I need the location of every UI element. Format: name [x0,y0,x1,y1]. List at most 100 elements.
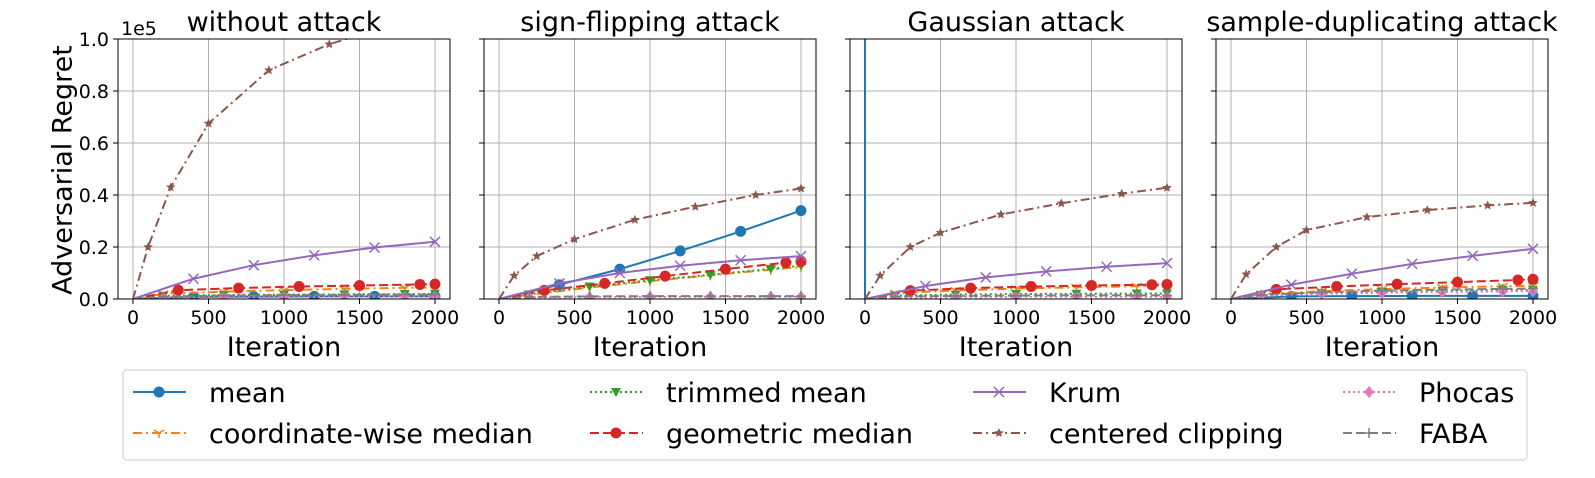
y-tick-label: 1.0 [79,29,109,51]
data-point [553,277,565,289]
data-point [1362,212,1372,222]
x-tick-label: 2000 [411,307,459,329]
x-tick-label: 500 [190,307,226,329]
data-point [980,271,992,283]
data-point [674,245,686,257]
data-point [1346,268,1358,280]
data-point [1467,250,1479,262]
data-point [905,242,916,252]
legend-marker [610,427,622,439]
data-point [279,290,289,299]
x-tick-label: 2000 [1143,307,1191,329]
data-point [172,284,184,296]
legend-item-centered-clipping: centered clipping [973,419,1283,450]
series-line-krum [1230,247,1534,299]
data-point [765,291,776,299]
data-point [659,270,671,282]
data-point [143,242,153,252]
legend-marker [153,429,165,438]
data-point [965,282,977,294]
data-point [429,278,441,290]
series-line-krum [498,255,802,299]
data-point [1527,273,1539,285]
legend-item-faba: FABA [1343,419,1488,450]
data-point [1271,242,1282,252]
legend-item-trimmed-mean: trimmed mean [590,378,867,409]
series-line-centered-clipping [1230,201,1534,299]
x-tick-label: 500 [922,307,958,329]
data-point [369,241,381,254]
data-point [795,255,807,267]
data-point [509,270,519,280]
data-point [324,39,335,49]
data-point [293,281,305,293]
data-point [531,251,542,261]
data-point [735,254,747,266]
legend-label: Phocas [1419,378,1514,409]
data-point [1512,274,1524,286]
data-point [795,205,807,217]
data-point [569,234,580,244]
x-axis-label: Iteration [227,332,342,363]
data-point [1406,258,1418,270]
panel-title: without attack [187,7,382,38]
data-point [414,278,426,290]
y-tick-label: 0.2 [79,237,109,259]
series-line-krum [132,240,436,299]
x-tick-label: 0 [127,307,139,329]
data-point [1301,225,1312,235]
series-line-krum [864,262,1168,299]
data-point [1482,200,1493,210]
data-point [705,291,716,299]
y-tick-label: 0.8 [79,81,109,103]
data-point [1422,205,1433,215]
data-point [919,280,931,292]
data-point [1025,281,1037,293]
data-point [264,65,274,75]
legend-item-phocas: Phocas [1343,378,1514,409]
data-point [1040,265,1052,277]
data-point [248,259,260,271]
legend-marker [153,386,165,398]
data-point [1256,289,1267,299]
y-tick-label: 0.0 [79,289,109,311]
legend-marker [993,386,1005,398]
data-point [1377,285,1387,296]
y-tick-label: 0.6 [79,133,109,155]
panel-title: Gaussian attack [907,7,1125,38]
data-point [1101,261,1113,273]
x-tick-label: 1000 [626,307,674,329]
series-line-centered-clipping [132,39,351,299]
x-tick-label: 2000 [777,307,825,329]
data-point [1437,284,1448,295]
data-point [165,182,176,192]
data-point [339,289,350,299]
series-line-centered-clipping [864,186,1168,299]
legend-label: mean [209,378,286,409]
data-point [1527,243,1539,255]
data-point [705,270,716,280]
y-axis-label: Adversarial Regret [48,45,79,295]
x-tick-label: 500 [556,307,592,329]
data-point [203,118,214,128]
panel-3: 0 500 1000 1500 2000 sample-duplicating attac… [1206,7,1558,363]
data-point [795,250,807,262]
legend-item-mean: mean [133,378,286,409]
data-point [399,289,410,299]
data-point [875,270,885,280]
data-point [1285,279,1297,291]
panel-0: 0 500 1000 1500 2000 0.0 0.2 0.4 0.6 0.8 1.0 withou… [79,7,459,363]
data-point [1146,279,1158,291]
data-point [890,291,901,299]
data-point [1116,188,1127,198]
legend-box [122,369,1528,461]
panel-title: sample-duplicating attack [1206,7,1558,38]
x-tick-label: 0 [493,307,505,329]
data-point [233,282,245,294]
legend-label: FABA [1419,419,1488,450]
x-tick-label: 0 [1225,307,1237,329]
x-tick-label: 1000 [992,307,1040,329]
data-point [1497,283,1508,294]
data-point [735,225,747,237]
